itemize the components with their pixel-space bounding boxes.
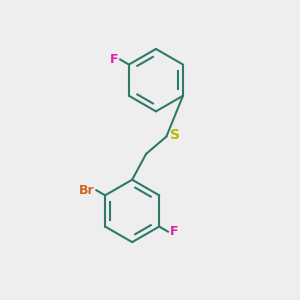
Text: F: F [170, 225, 178, 238]
Text: Br: Br [79, 184, 94, 196]
Text: F: F [110, 53, 118, 66]
Text: S: S [170, 128, 180, 142]
